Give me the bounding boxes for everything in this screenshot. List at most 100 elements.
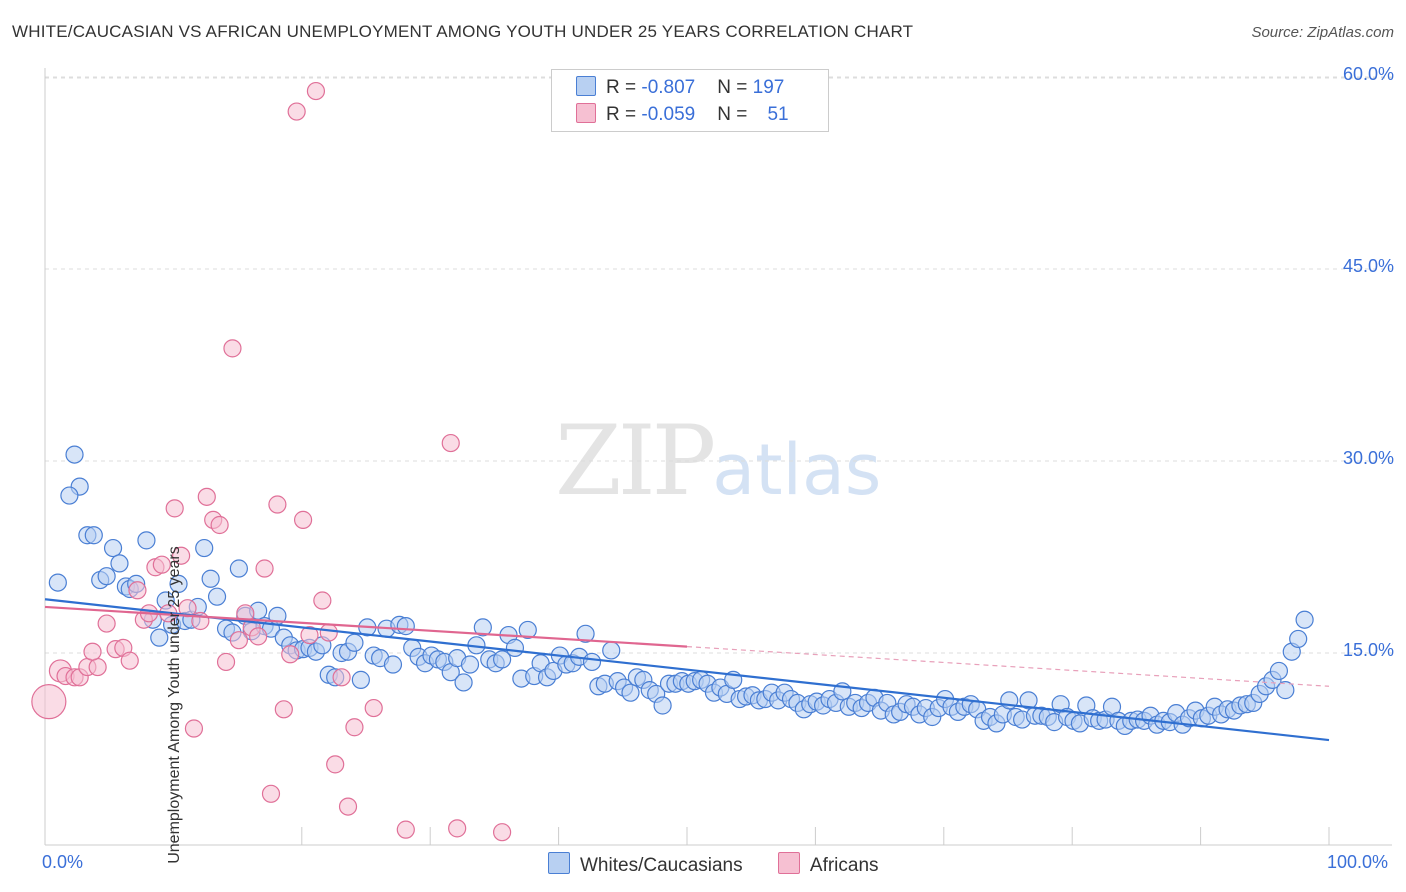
african-point <box>255 559 274 578</box>
white-point <box>383 655 403 674</box>
african-point <box>313 591 332 610</box>
white-point <box>65 445 84 464</box>
legend-label-african: Africans <box>809 855 879 876</box>
african-point <box>281 645 300 664</box>
african-point <box>306 81 326 101</box>
african-point <box>261 784 281 803</box>
stats-legend: R = -0.807 N = 197 R = -0.059 N = 51 <box>551 69 829 132</box>
legend-n-label: N = <box>717 104 753 125</box>
watermark-atlas: atlas <box>712 429 882 511</box>
white-point <box>473 618 492 637</box>
y-tick-label: 45.0% <box>1342 256 1394 276</box>
african-point <box>223 339 242 358</box>
african-point <box>31 684 67 720</box>
african-point <box>210 515 229 535</box>
african-point <box>165 499 184 518</box>
african-point <box>128 581 147 600</box>
white-point <box>110 554 129 573</box>
y-tick-label: 30.0% <box>1342 448 1394 468</box>
african-point <box>172 546 191 565</box>
white-point <box>60 486 79 505</box>
trend-lines <box>44 598 1330 742</box>
african-point <box>83 642 102 661</box>
african-point <box>88 657 107 677</box>
y-axis-label-wrap: Unemployment Among Youth under 25 years <box>0 250 183 864</box>
african-point <box>345 718 364 737</box>
african-point <box>287 102 306 121</box>
white-point <box>576 624 595 643</box>
african-point <box>326 755 345 774</box>
legend-n-value: 197 <box>752 77 785 98</box>
white-point <box>48 573 67 592</box>
white-point <box>454 673 473 692</box>
chart-title: WHITE/CAUCASIAN VS AFRICAN UNEMPLOYMENT … <box>12 22 914 41</box>
white-point <box>207 587 227 606</box>
african-point <box>216 652 236 672</box>
african-point <box>152 555 171 574</box>
african-point <box>268 495 287 514</box>
african-point <box>97 614 116 633</box>
legend-swatch-white <box>548 852 570 874</box>
african-point <box>493 823 512 842</box>
african-point <box>274 700 293 719</box>
y-axis-label: Unemployment Among Youth under 25 years <box>165 546 183 864</box>
legend-row-african: R = -0.059 N = 51 <box>576 103 789 125</box>
white-point <box>1289 629 1308 649</box>
white-point <box>621 683 640 702</box>
african-point <box>249 627 268 646</box>
legend-n-value: 51 <box>767 104 789 125</box>
legend-label-white: Whites/Caucasians <box>580 855 743 876</box>
white-point <box>103 538 123 558</box>
white-point <box>1276 681 1295 700</box>
white-point <box>201 569 220 588</box>
african-point <box>319 623 338 642</box>
african-point <box>448 819 467 838</box>
y-tick-label: 60.0% <box>1342 64 1394 84</box>
white-point <box>1295 610 1314 629</box>
african-point <box>197 487 216 506</box>
legend-swatch-african <box>777 852 800 874</box>
white-point <box>518 620 537 640</box>
trend-line-white <box>44 598 1330 742</box>
white-point <box>582 652 602 672</box>
white-point <box>195 538 214 558</box>
legend-r-value: -0.059 <box>641 104 696 125</box>
white-point <box>1019 691 1038 710</box>
legend-item-white[interactable]: Whites/Caucasians <box>548 852 743 877</box>
white-point <box>351 670 370 689</box>
legend-item-african[interactable]: Africans <box>777 852 879 877</box>
african-point <box>229 631 248 650</box>
african-point <box>184 719 204 738</box>
african-point <box>338 797 358 816</box>
legend-row-white: R = -0.807 N = 197 <box>576 76 784 98</box>
african-point <box>396 820 415 839</box>
legend-r-label: R = <box>606 77 642 98</box>
african-point <box>441 433 460 453</box>
white-point <box>229 559 248 578</box>
white-point <box>97 567 116 586</box>
african-point <box>364 698 383 718</box>
white-point <box>505 638 525 657</box>
white-point <box>653 696 672 715</box>
white-point <box>460 655 480 674</box>
legend-swatch-white <box>576 76 596 96</box>
trend-line-african <box>44 605 688 648</box>
x-tick-max: 100.0% <box>1327 852 1389 872</box>
white-point <box>493 650 512 669</box>
legend-swatch-african <box>576 103 596 123</box>
x-tick-min: 0.0% <box>42 852 84 872</box>
legend-r-label: R = <box>606 104 642 125</box>
white-point <box>1269 661 1289 681</box>
white-point <box>84 526 103 545</box>
african-point <box>293 510 313 529</box>
legend-n-label: N = <box>717 77 753 98</box>
series-white-points <box>48 445 1314 736</box>
white-point <box>396 617 415 636</box>
african-point <box>332 668 351 687</box>
african-point <box>120 651 139 670</box>
legend-r-value: -0.807 <box>641 77 696 98</box>
white-point <box>345 633 364 652</box>
source-label: Source: ZipAtlas.com <box>1251 24 1394 41</box>
white-point <box>602 641 621 660</box>
